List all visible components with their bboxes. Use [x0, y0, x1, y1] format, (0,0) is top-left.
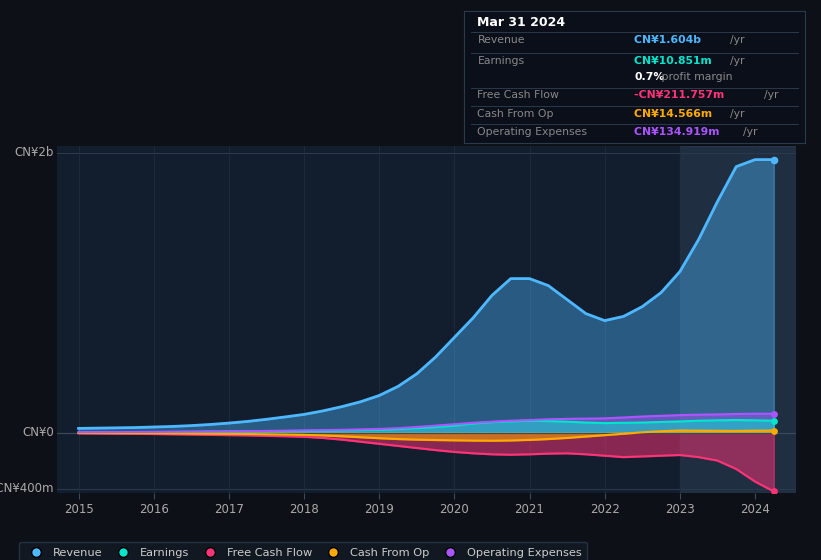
Point — [768, 155, 781, 164]
Point — [768, 487, 781, 496]
Text: CN¥10.851m: CN¥10.851m — [635, 56, 716, 66]
Point — [768, 416, 781, 425]
Point — [768, 409, 781, 418]
Point — [768, 426, 781, 435]
Text: /yr: /yr — [730, 56, 744, 66]
Text: CN¥1.604b: CN¥1.604b — [635, 35, 705, 45]
Text: CN¥0: CN¥0 — [22, 426, 54, 439]
Text: CN¥2b: CN¥2b — [15, 146, 54, 159]
Text: 0.7%: 0.7% — [635, 72, 664, 82]
Text: /yr: /yr — [730, 35, 744, 45]
Bar — [680, 146, 796, 493]
Text: -CN¥211.757m: -CN¥211.757m — [635, 90, 728, 100]
Text: CN¥14.566m: CN¥14.566m — [635, 109, 716, 119]
Text: Revenue: Revenue — [478, 35, 525, 45]
Legend: Revenue, Earnings, Free Cash Flow, Cash From Op, Operating Expenses: Revenue, Earnings, Free Cash Flow, Cash … — [19, 542, 587, 560]
Text: /yr: /yr — [730, 109, 744, 119]
Text: /yr: /yr — [764, 90, 778, 100]
Text: CN¥134.919m: CN¥134.919m — [635, 127, 723, 137]
Text: Earnings: Earnings — [478, 56, 525, 66]
Text: Free Cash Flow: Free Cash Flow — [478, 90, 559, 100]
Text: -CN¥400m: -CN¥400m — [0, 482, 54, 495]
Text: /yr: /yr — [743, 127, 758, 137]
Text: Cash From Op: Cash From Op — [478, 109, 554, 119]
Text: profit margin: profit margin — [658, 72, 732, 82]
Text: Mar 31 2024: Mar 31 2024 — [478, 16, 566, 30]
Text: Operating Expenses: Operating Expenses — [478, 127, 588, 137]
